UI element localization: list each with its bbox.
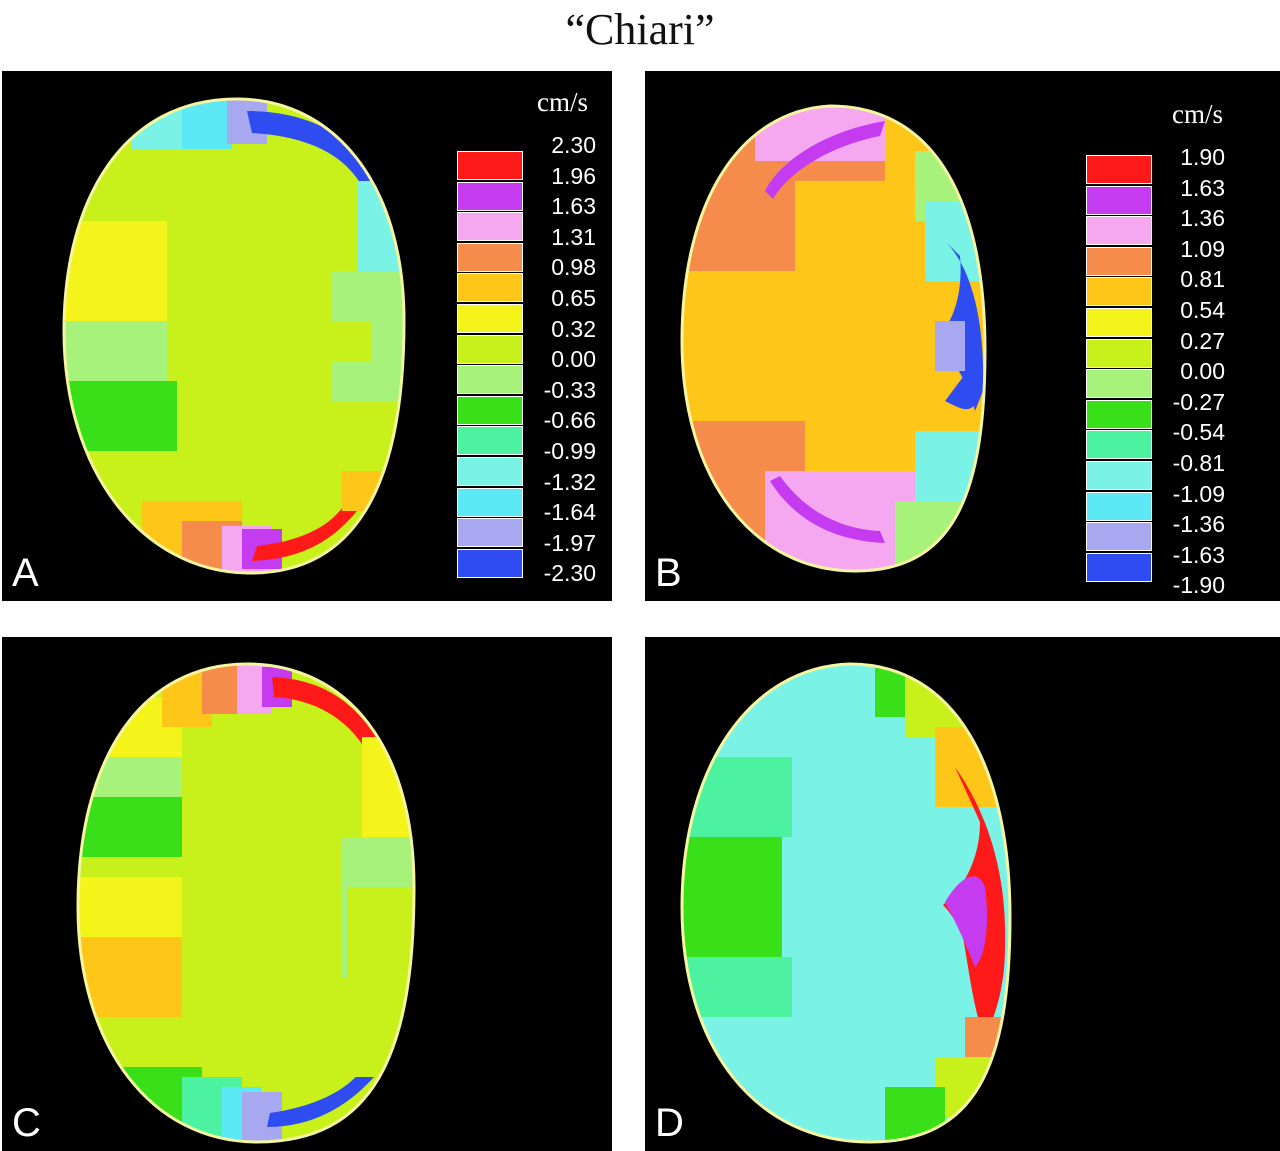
scale-swatch-a-1 [457, 181, 523, 211]
scale-label-a-12: -1.64 [543, 499, 596, 526]
panel-letter-c: C [12, 1101, 41, 1145]
scale-label-b-8: -0.27 [1172, 388, 1225, 415]
scale-label-a-2: 1.63 [551, 193, 596, 220]
scale-swatch-a-2 [457, 212, 523, 242]
scale-swatch-a-12 [457, 518, 523, 548]
scale-label-a-4: 0.98 [551, 254, 596, 281]
scale-swatch-b-11 [1086, 491, 1152, 521]
panel-letter-a: A [12, 551, 39, 595]
scale-swatch-a-11 [457, 487, 523, 517]
panel-d: D [645, 637, 1280, 1151]
scale-swatch-b-6 [1086, 338, 1152, 368]
scale-swatch-a-4 [457, 273, 523, 303]
scale-label-a-3: 1.31 [551, 223, 596, 250]
scale-swatch-a-9 [457, 426, 523, 456]
scale-swatch-b-4 [1086, 277, 1152, 307]
ring-d [682, 664, 1010, 1142]
scale-label-a-6: 0.32 [551, 315, 596, 342]
scale-label-a-11: -1.32 [543, 468, 596, 495]
scale-label-a-8: -0.33 [543, 376, 596, 403]
scale-label-b-12: -1.36 [1172, 511, 1225, 538]
scale-swatch-a-3 [457, 242, 523, 272]
scale-label-a-5: 0.65 [551, 285, 596, 311]
scale-label-b-5: 0.54 [1180, 297, 1225, 323]
scale-label-b-4: 0.81 [1180, 266, 1225, 293]
scale-swatch-b-13 [1086, 552, 1152, 582]
scale-swatch-b-2 [1086, 216, 1152, 246]
scale-label-b-10: -0.81 [1172, 450, 1225, 476]
panel-letter-d: D [655, 1101, 684, 1145]
scale-label-a-10: -0.99 [543, 438, 596, 464]
scale-label-b-1: 1.63 [1180, 174, 1225, 201]
scale-swatch-a-13 [457, 548, 523, 578]
scale-swatch-a-5 [457, 304, 523, 333]
scale-label-b-13: -1.63 [1172, 541, 1225, 568]
scale-swatch-b-0 [1086, 155, 1152, 184]
scale-label-b-14: -1.90 [1172, 572, 1225, 599]
panel-b: cm/s B 1.90 1.63 1.36 1.09 0.81 0.54 0.27 0.00 -… [645, 71, 1280, 601]
panel-letter-b: B [655, 551, 682, 595]
ring-c [78, 664, 414, 1142]
scale-label-b-9: -0.54 [1172, 419, 1225, 446]
scale-label-b-0: 1.90 [1180, 144, 1225, 170]
scale-label-a-7: 0.00 [551, 346, 596, 373]
scale-swatch-a-7 [457, 365, 523, 395]
scale-label-b-7: 0.00 [1180, 358, 1225, 385]
legend-unit-a: cm/s [537, 87, 588, 117]
scale-swatch-a-0 [457, 151, 523, 180]
velocity-map-a [62, 97, 406, 575]
scale-label-a-0: 2.30 [551, 132, 596, 158]
scale-swatch-a-10 [457, 457, 523, 486]
scale-swatch-b-12 [1086, 522, 1152, 552]
legend-unit-b: cm/s [1172, 99, 1223, 129]
panel-a: cm/s A 2.30 1.96 1.63 1.31 0.98 0.65 0.32 0.00 -… [2, 71, 612, 601]
scale-label-a-1: 1.96 [551, 162, 596, 189]
scale-label-a-13: -1.97 [543, 529, 596, 556]
scale-label-b-2: 1.36 [1180, 205, 1225, 232]
scale-swatch-b-5 [1086, 308, 1152, 337]
scale-label-a-14: -2.30 [543, 560, 596, 587]
scale-label-b-3: 1.09 [1180, 235, 1225, 262]
scale-swatch-b-1 [1086, 185, 1152, 215]
scale-swatch-b-3 [1086, 246, 1152, 276]
scale-swatch-b-10 [1086, 461, 1152, 490]
velocity-map-c [76, 662, 416, 1144]
scale-swatch-b-9 [1086, 430, 1152, 460]
panel-c: C [2, 637, 612, 1151]
figure-title: “Chiari” [565, 5, 715, 54]
velocity-map-b [680, 104, 987, 573]
scale-swatch-b-7 [1086, 369, 1152, 399]
scale-label-b-6: 0.27 [1180, 327, 1225, 354]
scale-label-b-11: -1.09 [1172, 480, 1225, 507]
scale-swatch-a-6 [457, 334, 523, 364]
scale-label-a-9: -0.66 [543, 407, 596, 434]
scale-swatch-b-8 [1086, 399, 1152, 429]
scale-swatch-a-8 [457, 395, 523, 425]
velocity-map-d [680, 662, 1012, 1144]
